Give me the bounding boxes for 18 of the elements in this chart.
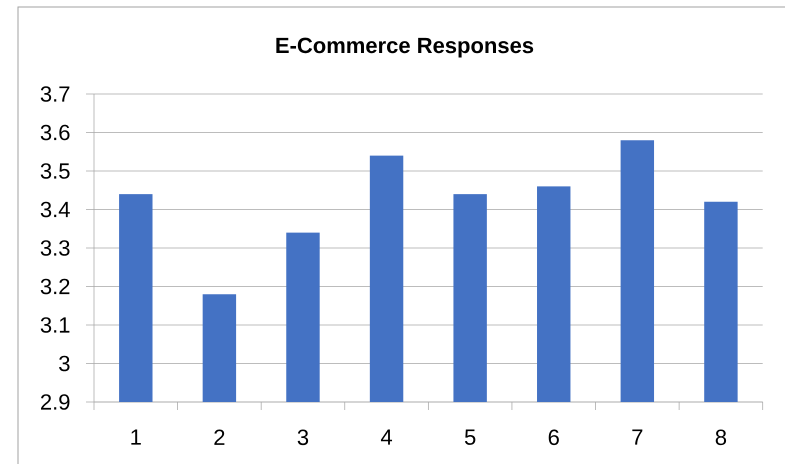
x-tick-label: 2: [214, 430, 224, 445]
x-tick-label: 8: [716, 430, 726, 446]
x-tick-label: 4: [380, 430, 392, 445]
y-tick-label: 3: [59, 356, 70, 372]
y-tick-label: 3.1: [40, 317, 70, 333]
y-tick-label: 3.2: [40, 278, 70, 294]
x-tick-label: 7: [632, 430, 642, 445]
x-tick-label: 5: [464, 430, 476, 445]
x-tick-label: 1: [131, 430, 141, 445]
y-tick-label: 3.3: [40, 240, 70, 256]
y-tick-label: 3.7: [40, 86, 70, 102]
x-tick-label: 6: [548, 430, 559, 446]
x-tick-label: 3: [298, 430, 308, 446]
y-tick-label: 2.9: [41, 394, 70, 410]
y-tick-label: 3.6: [40, 124, 70, 140]
chart-title: E-Commerce Responses: [276, 38, 534, 58]
y-tick-label: 3.5: [40, 163, 70, 179]
y-tick-label: 3.4: [40, 202, 70, 218]
